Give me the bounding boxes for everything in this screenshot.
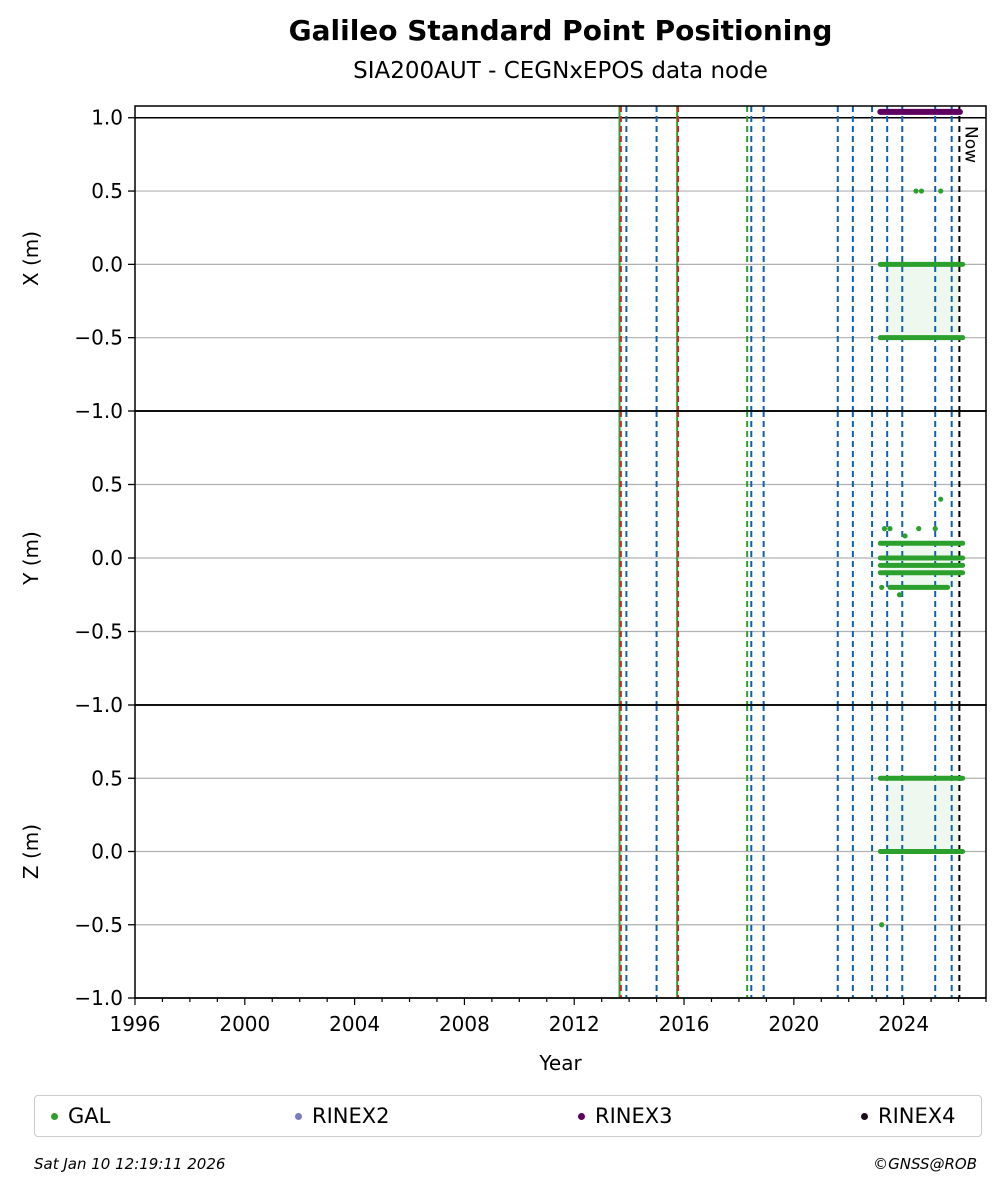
gal-point	[902, 533, 908, 539]
y-tick-label: 0.5	[91, 179, 123, 203]
x-tick-label: 2008	[439, 1012, 490, 1036]
gal-point	[918, 188, 925, 194]
y-tick-label: −1.0	[74, 693, 123, 717]
y-tick-label: −0.5	[74, 913, 123, 937]
y-axis-label: Y (m)	[19, 531, 43, 586]
gal-point	[938, 188, 944, 194]
x-tick-label: 2000	[219, 1012, 270, 1036]
gal-point	[938, 496, 944, 502]
legend-item-gal: GAL	[51, 1104, 110, 1128]
y-tick-label: 1.0	[91, 106, 123, 130]
gal-point	[879, 584, 885, 591]
x-tick-label: 2020	[768, 1012, 819, 1036]
x-tick-label: 1996	[110, 1012, 161, 1036]
chart-canvas: −1.0 −0.5 0.0 0.5 1.0 X (m) Now −1.0 −0.5 0.0 0.5 Y…	[19, 105, 987, 1075]
x-tick-label: 2024	[878, 1012, 929, 1036]
legend-item-rinex4: RINEX4	[861, 1104, 956, 1128]
y-tick-label: 0.5	[91, 473, 123, 497]
legend-item-rinex2: RINEX2	[295, 1104, 390, 1128]
legend-label-rinex3: RINEX3	[595, 1104, 673, 1128]
legend-marker-rinex3	[578, 1112, 585, 1120]
x-axis: 1996 2000 2004 2008 2012 2016 2020 2024 Year	[110, 998, 987, 1075]
gal-point	[881, 526, 888, 532]
y-tick-label: −1.0	[74, 399, 123, 423]
gal-spread-shade	[884, 264, 959, 338]
now-label: Now	[960, 126, 980, 163]
gal-point	[913, 188, 919, 194]
y-tick-label: 0.0	[91, 252, 123, 276]
y-tick-label: −1.0	[74, 986, 123, 1010]
gal-point	[896, 592, 903, 598]
legend: GAL RINEX2 RINEX3 RINEX4	[34, 1095, 982, 1137]
chart-title: Galileo Standard Point Positioning	[288, 14, 833, 47]
footer-copyright: ©GNSS@ROB	[873, 1155, 977, 1173]
panel-frame	[134, 704, 987, 999]
gal-point	[916, 526, 922, 532]
footer-timestamp: Sat Jan 10 12:19:11 2026	[34, 1155, 226, 1173]
gal-point	[879, 922, 885, 928]
gal-point	[957, 570, 963, 576]
legend-item-rinex3: RINEX3	[578, 1104, 673, 1128]
x-axis-label: Year	[538, 1051, 582, 1075]
y-tick-label: 0.0	[91, 840, 123, 864]
panel-1: −1.0 −0.5 0.0 0.5 1.0 X (m) Now	[19, 105, 987, 423]
legend-marker-gal	[51, 1112, 58, 1120]
panel-frame	[134, 105, 987, 412]
x-tick-label: 2012	[549, 1012, 600, 1036]
y-tick-label: 0.5	[91, 766, 123, 790]
y-axis-label: X (m)	[19, 231, 43, 286]
x-tick-label: 2004	[329, 1012, 380, 1036]
y-tick-label: 0.0	[91, 546, 123, 570]
legend-label-rinex2: RINEX2	[312, 1104, 390, 1128]
panel-3: −1.0 −0.5 0.0 0.5 Z (m)	[19, 704, 987, 1010]
legend-marker-rinex2	[295, 1112, 302, 1120]
legend-label-gal: GAL	[68, 1104, 111, 1128]
panel-2: −1.0 −0.5 0.0 0.5 Y (m)	[19, 410, 987, 717]
legend-label-rinex4: RINEX4	[878, 1104, 956, 1128]
legend-marker-rinex4	[861, 1112, 868, 1120]
gal-point	[932, 526, 938, 532]
gal-point	[887, 526, 893, 532]
gal-spread-shade	[884, 778, 959, 852]
y-tick-label: −0.5	[74, 326, 123, 350]
x-tick-label: 2016	[659, 1012, 710, 1036]
y-tick-label: −0.5	[74, 620, 123, 644]
chart-subtitle: SIA200AUT - CEGNxEPOS data node	[353, 58, 768, 84]
y-axis-label: Z (m)	[19, 824, 43, 879]
